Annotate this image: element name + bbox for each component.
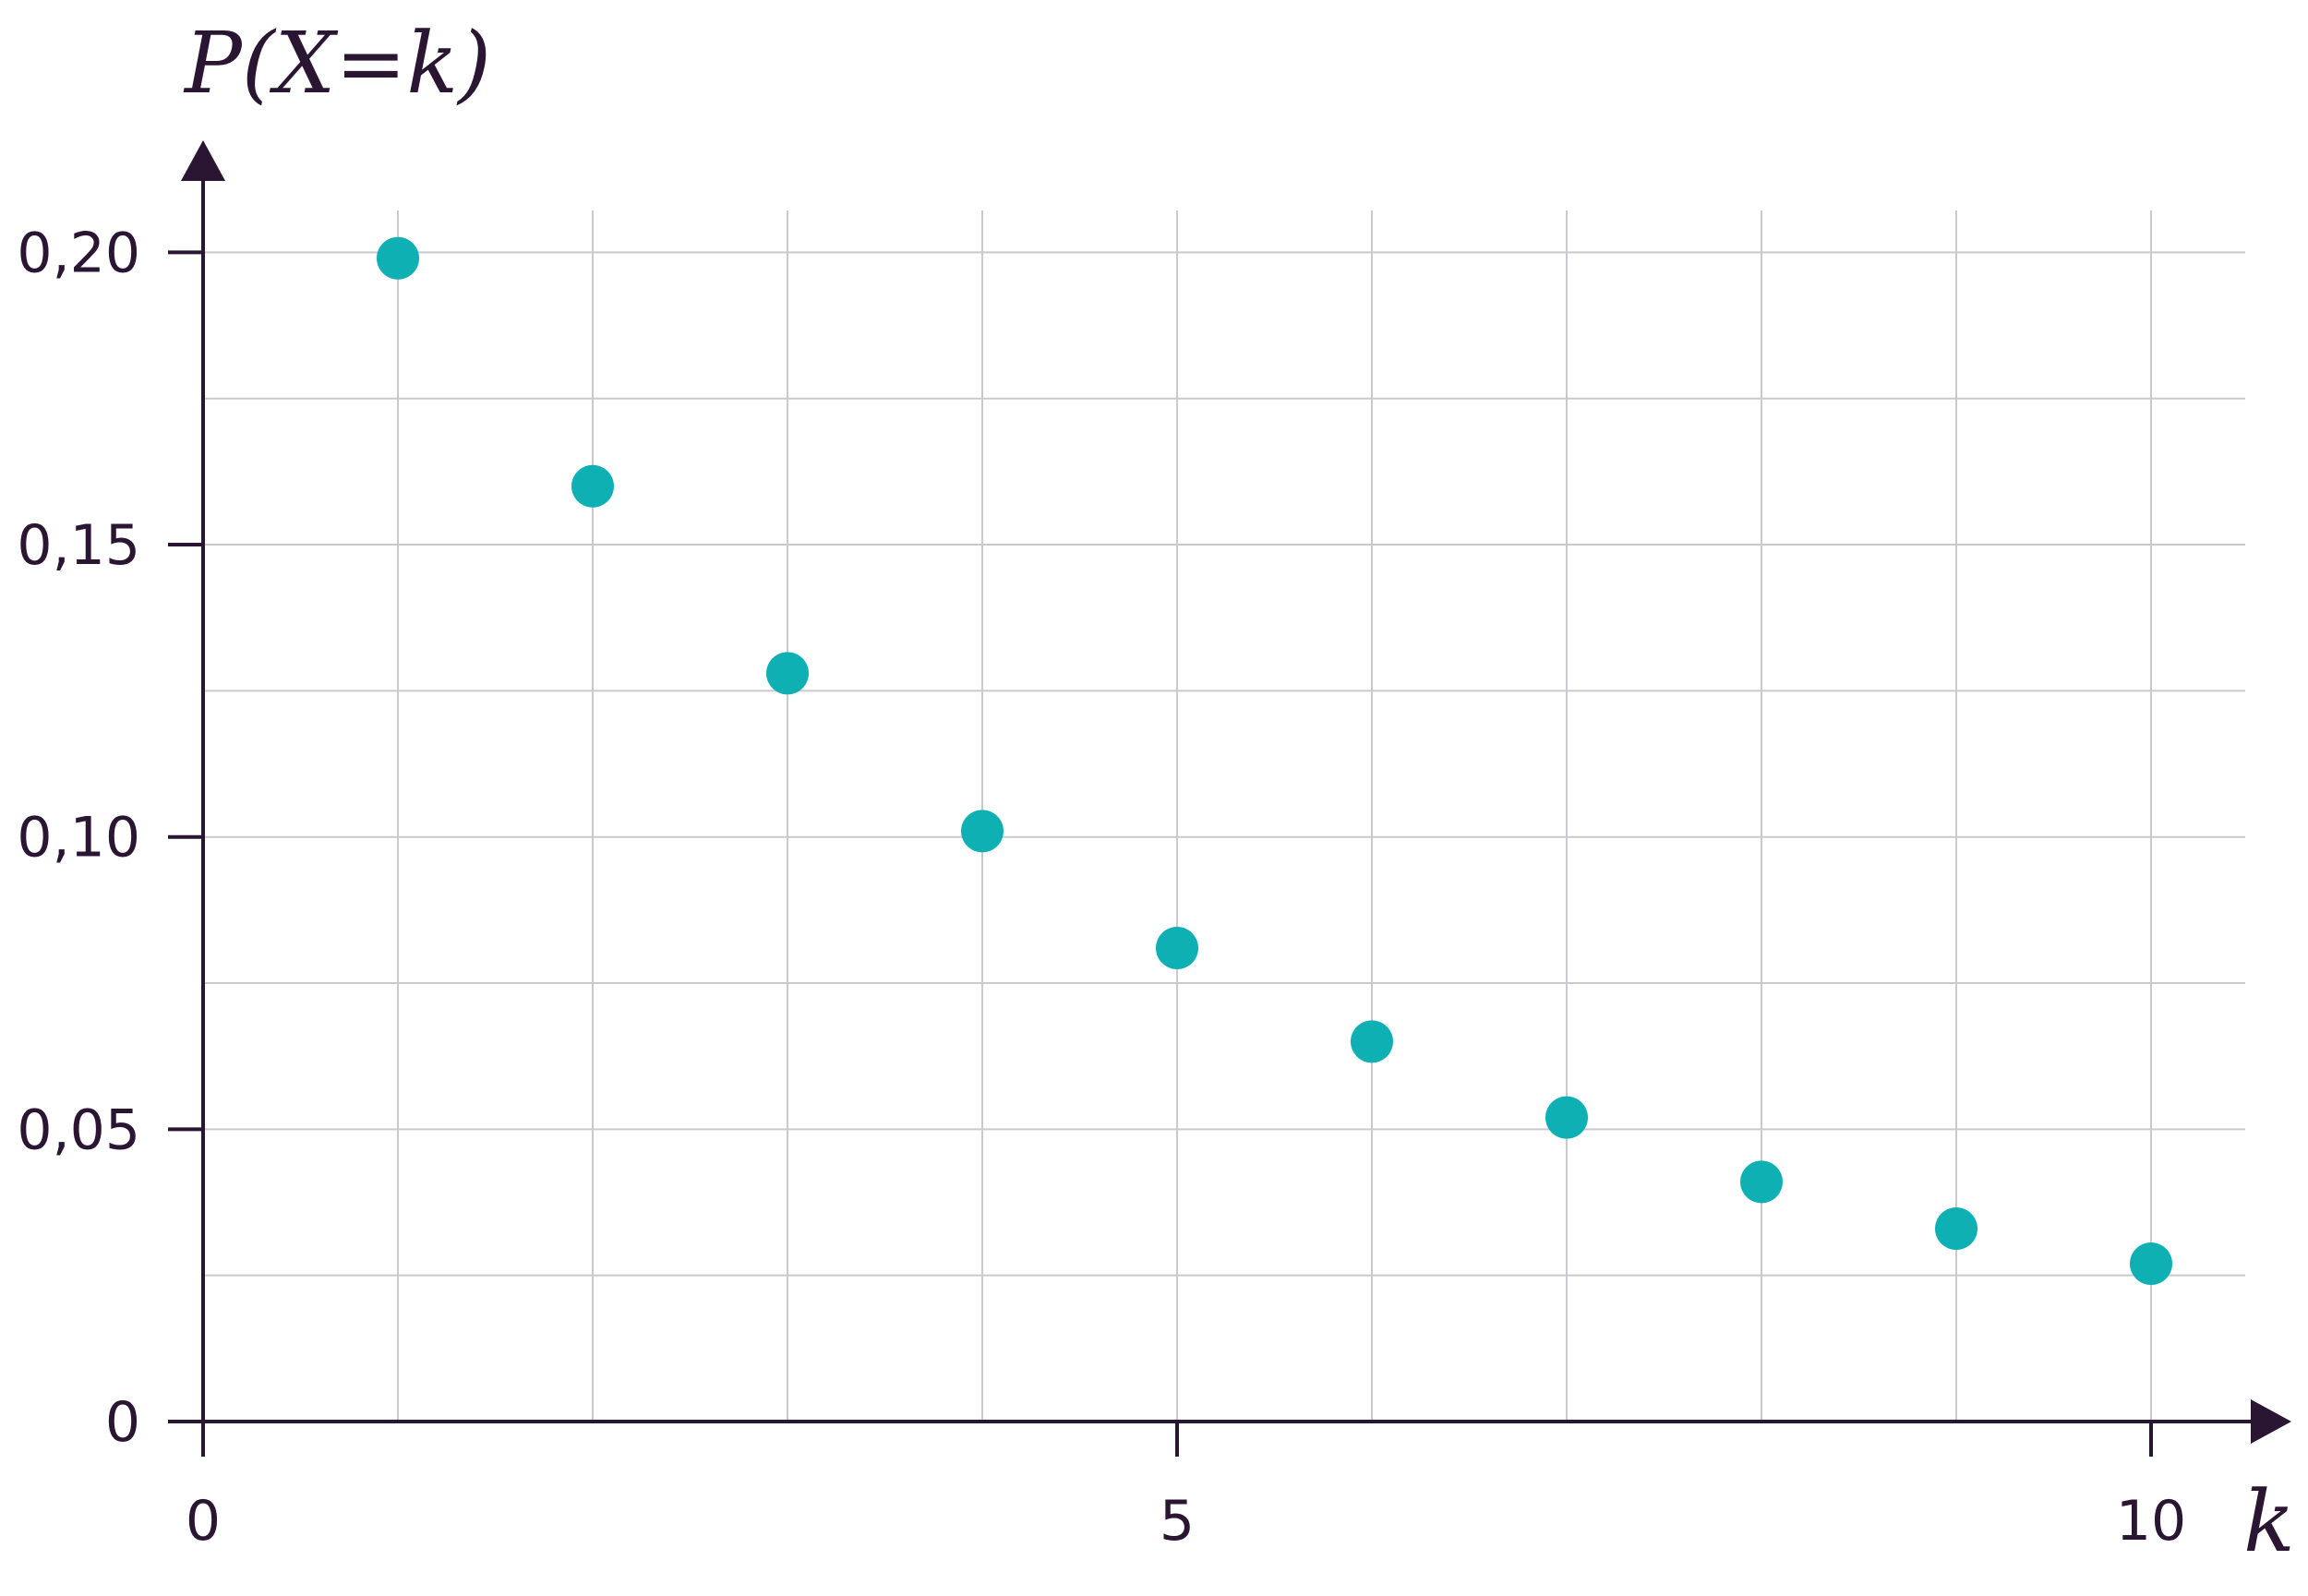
data-points (377, 236, 2172, 1286)
y-axis-title: P(X=k) (183, 14, 491, 113)
data-point (2130, 1242, 2172, 1286)
data-point (377, 236, 419, 280)
x-tick-label: 10 (2116, 1489, 2186, 1554)
x-tick-label: 5 (1160, 1489, 1195, 1554)
data-point (1545, 1096, 1588, 1139)
data-point (1740, 1160, 1783, 1204)
y-tick-label: 0,20 (17, 221, 140, 285)
data-point (766, 652, 809, 695)
ticks: 0 0,05 0,10 0,15 0,20 0 5 10 (17, 221, 2186, 1554)
y-tick-label: 0,10 (17, 806, 140, 870)
y-tick-label: 0,05 (17, 1098, 140, 1162)
y-axis-arrow (181, 140, 225, 181)
data-point (1351, 1020, 1393, 1063)
y-tick-label: 0 (105, 1390, 140, 1455)
axes (181, 140, 2291, 1444)
x-tick-label: 0 (186, 1489, 221, 1554)
data-point (1156, 927, 1198, 970)
x-axis-title: k (2243, 1472, 2295, 1571)
x-axis-arrow (2251, 1399, 2291, 1444)
y-tick-label: 0,15 (17, 513, 140, 578)
data-point (961, 810, 1004, 853)
grid (203, 210, 2245, 1422)
data-point (571, 464, 614, 508)
data-point (1935, 1207, 1977, 1251)
